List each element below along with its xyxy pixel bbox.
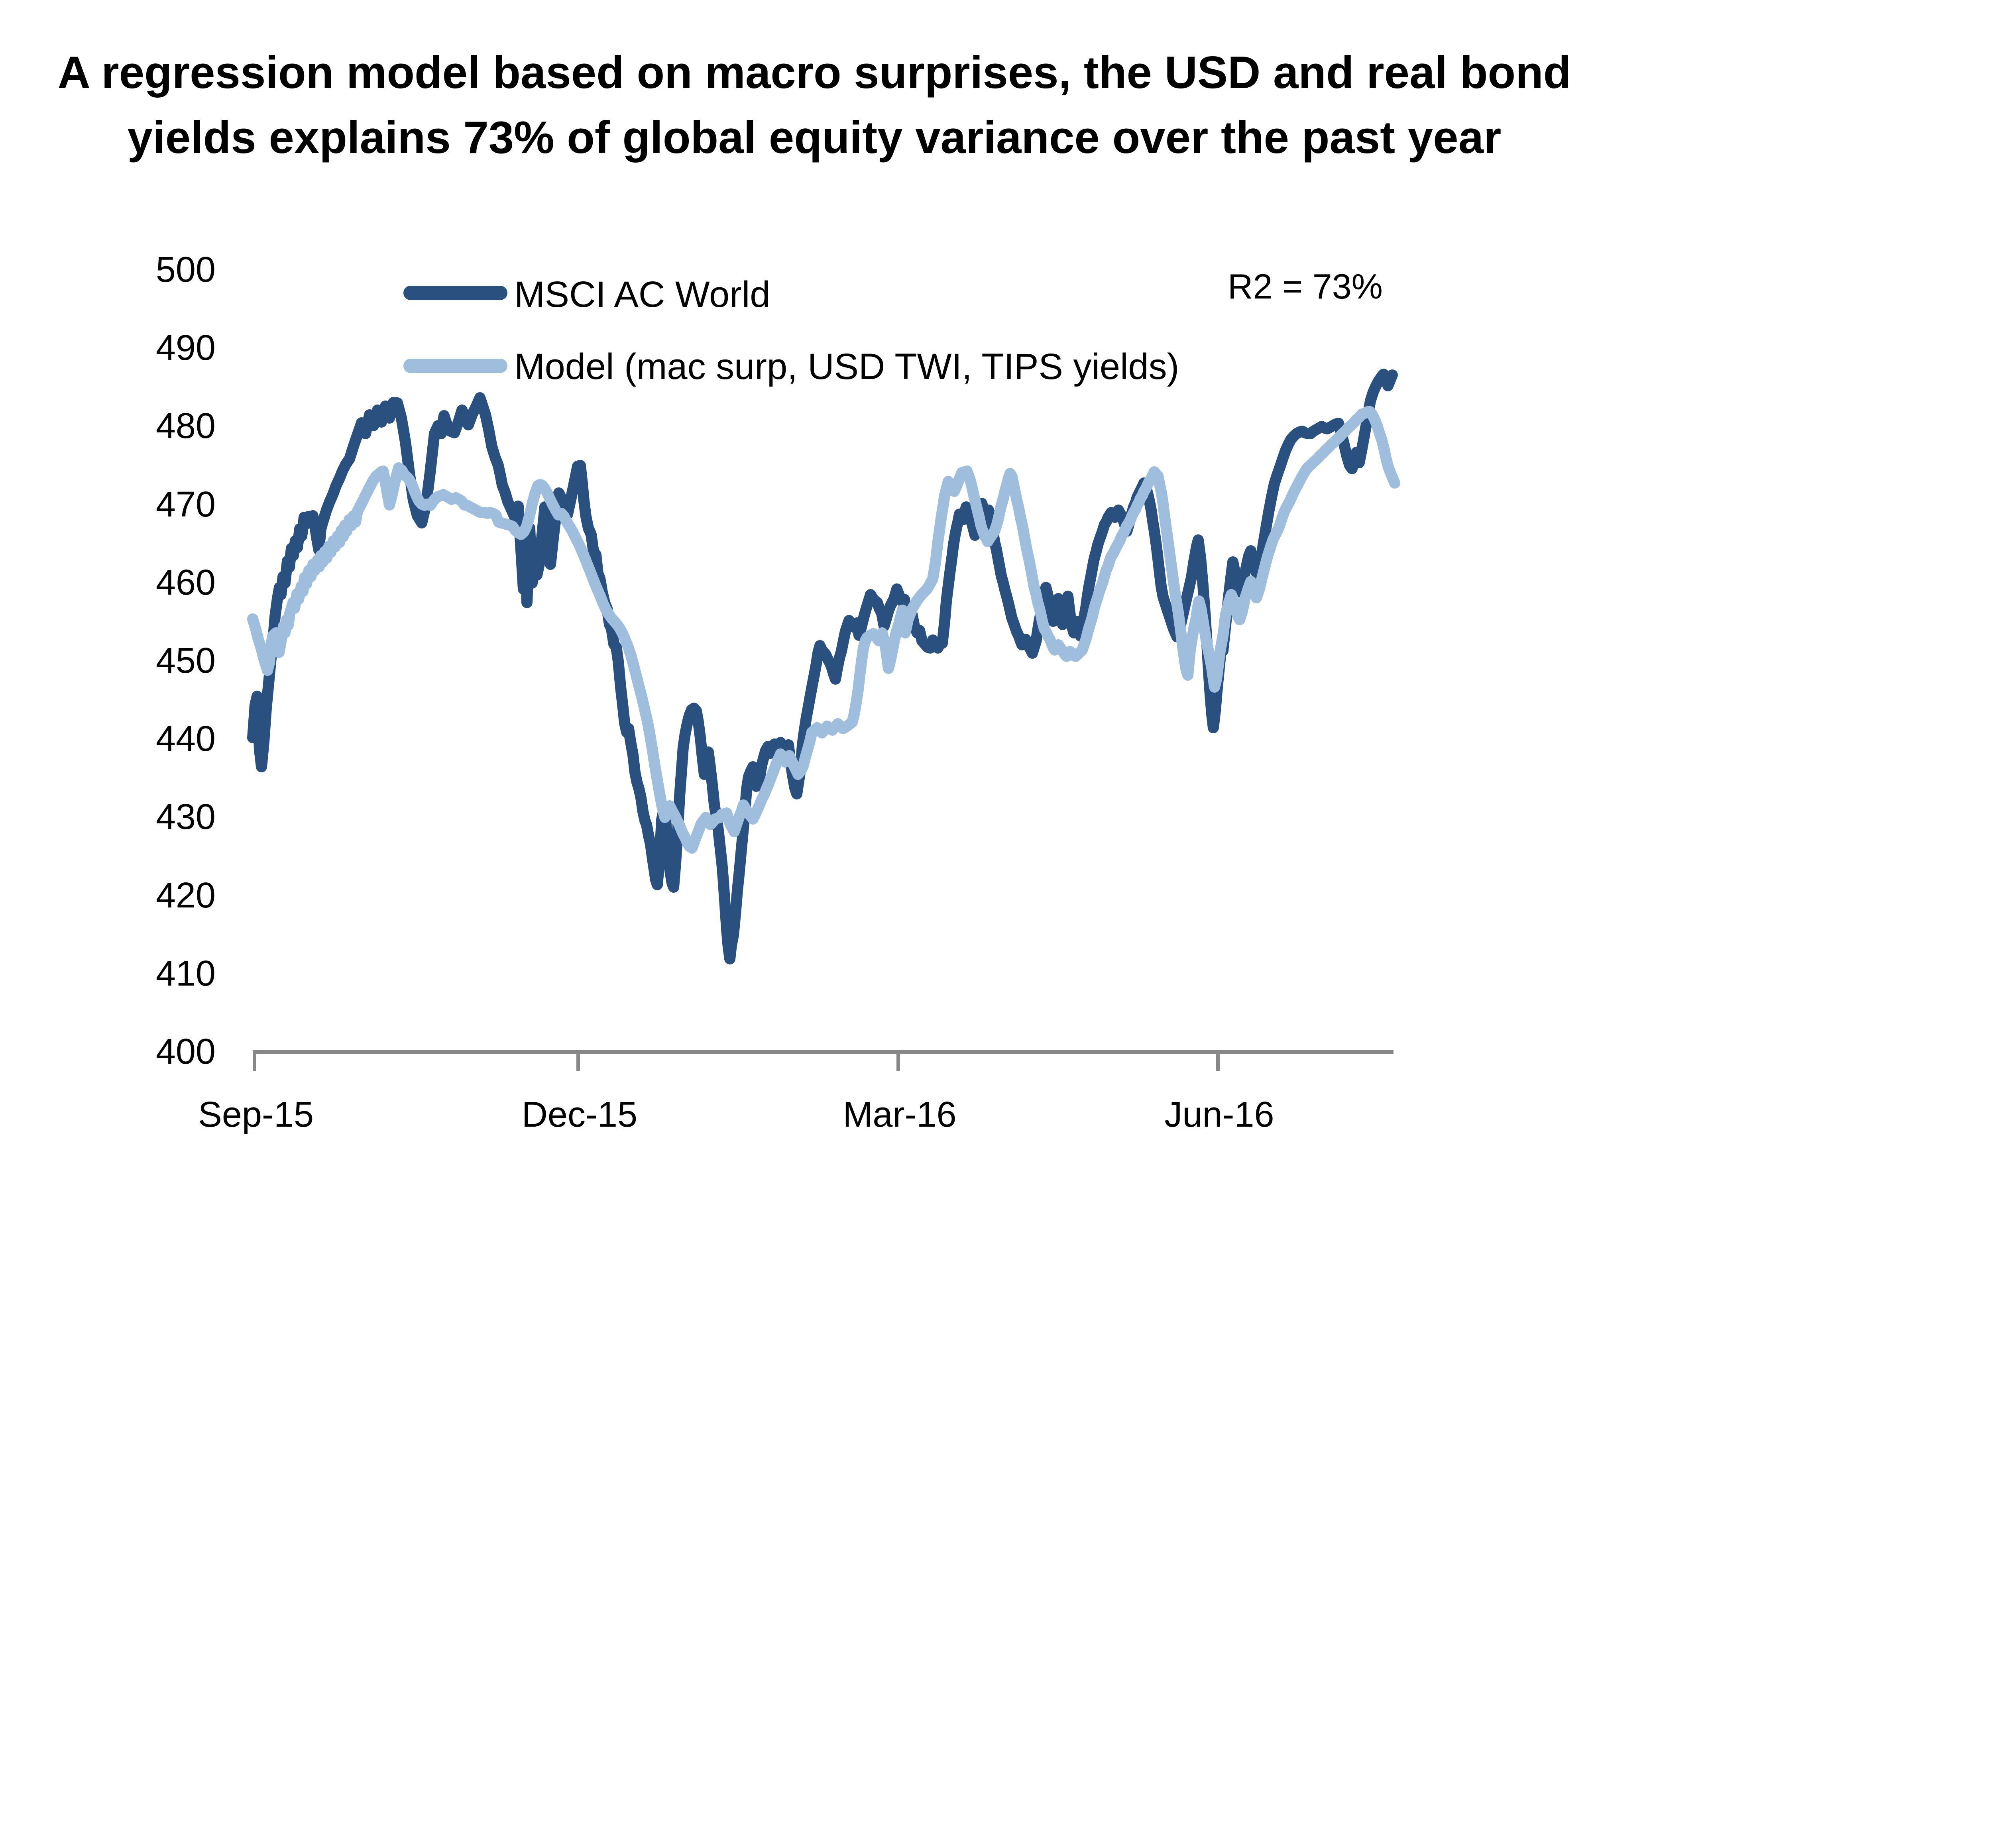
svg-text:yields explains 73% of global: yields explains 73% of global equity var… (128, 112, 1502, 163)
svg-text:Dec-15: Dec-15 (522, 1095, 637, 1135)
svg-text:410: 410 (156, 954, 216, 994)
svg-text:R2 = 73%: R2 = 73% (1228, 267, 1383, 306)
svg-text:490: 490 (156, 328, 216, 368)
svg-text:440: 440 (156, 719, 216, 759)
svg-text:A regression model based on ma: A regression model based on macro surpri… (58, 47, 1571, 98)
svg-text:400: 400 (156, 1032, 216, 1072)
svg-text:Sep-15: Sep-15 (198, 1095, 314, 1135)
svg-text:MSCI AC World: MSCI AC World (514, 274, 770, 315)
svg-text:430: 430 (156, 797, 216, 837)
svg-text:470: 470 (156, 485, 216, 524)
svg-text:Jun-16: Jun-16 (1164, 1095, 1274, 1135)
svg-text:Mar-16: Mar-16 (843, 1095, 956, 1135)
svg-text:420: 420 (156, 876, 216, 915)
svg-text:500: 500 (156, 250, 216, 290)
svg-text:480: 480 (156, 406, 216, 446)
svg-text:450: 450 (156, 641, 216, 681)
svg-text:460: 460 (156, 563, 216, 603)
svg-text:Model (mac surp, USD TWI, TIPS: Model (mac surp, USD TWI, TIPS yields) (514, 346, 1179, 387)
